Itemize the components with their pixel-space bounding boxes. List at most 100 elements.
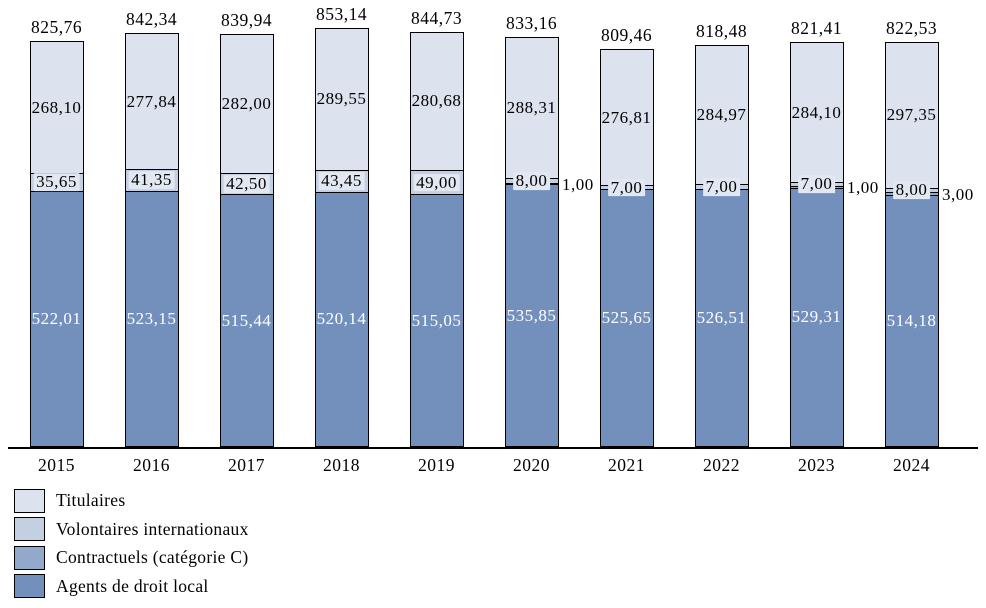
segment-value-label: 284,97 <box>696 105 747 125</box>
segment-value-label: 535,85 <box>506 305 557 325</box>
segment-agents-de-droit-local: 522,01 <box>30 191 83 446</box>
year-label-2015: 2015 <box>38 455 75 475</box>
segment-value-label: 8,00 <box>892 181 931 200</box>
year-label-2024: 2024 <box>893 455 930 475</box>
segment-volontaires-internationaux: 8,00 <box>505 172 558 190</box>
stacked-bar: 280,68 49,00 515,05 <box>409 32 464 447</box>
stacked-bar: 282,00 42,50 515,44 <box>219 34 274 447</box>
bar-column-2018: 853,14 289,55 43,45 520,14 <box>294 0 389 447</box>
legend-swatch <box>14 517 45 541</box>
stacked-bar: 277,84 41,35 523,15 <box>124 33 179 447</box>
legend-swatch <box>14 488 45 513</box>
contractuels-callout-label: 3,00 <box>940 185 976 206</box>
segment-titulaires: 284,97 <box>695 45 748 185</box>
segment-value-label: 297,35 <box>886 105 937 125</box>
segment-agents-de-droit-local: 515,44 <box>220 194 273 446</box>
segment-agents-de-droit-local: 515,05 <box>410 194 463 446</box>
segment-titulaires: 280,68 <box>410 33 463 170</box>
legend-item: Titulaires <box>14 488 986 513</box>
segment-value-label: 514,18 <box>886 311 937 330</box>
legend-swatch <box>14 574 45 598</box>
segment-value-label: 41,35 <box>128 171 175 190</box>
contractuels-callout-label: 1,00 <box>560 175 596 196</box>
stacked-bar: 268,10 35,65 522,01 <box>29 41 84 447</box>
x-axis-labels: 2015 2016 2017 2018 2019 2020 2021 2022 2023 2024 <box>0 449 986 476</box>
segment-value-label: 522,01 <box>31 309 82 329</box>
total-label: 853,14 <box>315 3 368 24</box>
stacked-bar: 276,81 7,00 525,65 <box>599 49 654 447</box>
segment-value-label: 35,65 <box>33 173 80 192</box>
stacked-bar: 289,55 43,45 520,14 <box>314 27 369 447</box>
segment-value-label: 43,45 <box>318 172 365 191</box>
bar-column-2023: 821,41 284,10 7,00 529,31 1,00 <box>769 0 881 447</box>
segment-value-label: 526,51 <box>696 308 747 327</box>
segment-titulaires: 277,84 <box>125 34 178 170</box>
stacked-bar: 284,97 7,00 526,51 <box>694 44 749 447</box>
segment-volontaires-internationaux: 41,35 <box>125 169 178 191</box>
segment-volontaires-internationaux: 35,65 <box>30 172 83 192</box>
segment-volontaires-internationaux: 42,50 <box>220 172 273 195</box>
bar-column-2020: 833,16 288,31 8,00 535,85 1,00 <box>484 0 596 447</box>
year-label-2016: 2016 <box>133 455 170 475</box>
segment-value-label: 277,84 <box>126 91 177 111</box>
legend-label: Contractuels (catégorie C) <box>56 547 249 567</box>
segment-value-label: 268,10 <box>31 97 82 117</box>
bar-column-2019: 844,73 280,68 49,00 515,05 <box>389 0 484 447</box>
contractuels-callout-label: 1,00 <box>845 178 881 199</box>
segment-volontaires-internationaux: 49,00 <box>410 169 463 195</box>
segment-value-label: 284,10 <box>791 102 842 122</box>
total-label: 809,46 <box>600 25 653 46</box>
segment-titulaires: 288,31 <box>505 37 558 178</box>
bar-column-2021: 809,46 276,81 7,00 525,65 <box>579 0 674 447</box>
year-label-2017: 2017 <box>228 455 265 475</box>
year-label-2020: 2020 <box>513 455 550 475</box>
segment-agents-de-droit-local: 535,85 <box>505 184 558 446</box>
stacked-bar: 288,31 8,00 535,85 <box>504 36 559 447</box>
segment-agents-de-droit-local: 526,51 <box>695 188 748 446</box>
segment-value-label: 289,55 <box>316 89 367 109</box>
total-label: 825,76 <box>30 17 83 38</box>
segment-agents-de-droit-local: 523,15 <box>125 190 178 446</box>
plot-area: 825,76 268,10 35,65 522,01 842,34 277,84 41,35… <box>29 0 976 447</box>
segment-value-label: 8,00 <box>512 172 551 190</box>
segment-value-label: 529,31 <box>791 307 842 327</box>
total-label: 839,94 <box>220 10 273 31</box>
stacked-bar: 284,10 7,00 529,31 <box>789 42 844 447</box>
segment-value-label: 280,68 <box>411 91 462 111</box>
segment-agents-de-droit-local: 520,14 <box>315 191 368 446</box>
segment-value-label: 7,00 <box>702 178 741 197</box>
legend-item: Volontaires internationaux <box>14 517 986 542</box>
segment-titulaires: 276,81 <box>600 50 653 185</box>
segment-volontaires-internationaux: 7,00 <box>600 178 653 197</box>
legend-label: Volontaires internationaux <box>56 518 249 539</box>
segment-value-label: 523,15 <box>126 308 177 328</box>
legend-swatch <box>14 545 45 570</box>
segment-value-label: 7,00 <box>797 175 836 194</box>
bars-container: 825,76 268,10 35,65 522,01 842,34 277,84 41,35… <box>29 0 976 447</box>
year-label-2018: 2018 <box>323 455 360 475</box>
segment-value-label: 282,00 <box>221 94 272 114</box>
segment-agents-de-droit-local: 525,65 <box>600 189 653 446</box>
segment-value-label: 288,31 <box>506 97 557 117</box>
segment-agents-de-droit-local: 529,31 <box>790 187 843 446</box>
total-label: 822,53 <box>885 17 938 38</box>
segment-agents-de-droit-local: 514,18 <box>885 194 938 446</box>
segment-value-label: 42,50 <box>223 175 270 193</box>
year-label-2023: 2023 <box>798 455 835 475</box>
total-label: 818,48 <box>695 20 748 41</box>
bar-column-2017: 839,94 282,00 42,50 515,44 <box>199 0 294 447</box>
total-label: 833,16 <box>505 12 558 33</box>
segment-titulaires: 297,35 <box>885 42 938 188</box>
segment-titulaires: 282,00 <box>220 35 273 173</box>
segment-titulaires: 284,10 <box>790 43 843 182</box>
year-label-2021: 2021 <box>608 455 645 475</box>
bar-column-2022: 818,48 284,97 7,00 526,51 <box>674 0 769 447</box>
x-axis-line <box>8 447 978 449</box>
segment-value-label: 515,44 <box>221 310 272 330</box>
legend: Titulaires Volontaires internationaux Cont… <box>14 488 986 599</box>
year-label-2022: 2022 <box>703 455 740 475</box>
segment-value-label: 525,65 <box>601 308 652 328</box>
total-label: 844,73 <box>410 8 463 29</box>
segment-volontaires-internationaux: 7,00 <box>790 175 843 194</box>
